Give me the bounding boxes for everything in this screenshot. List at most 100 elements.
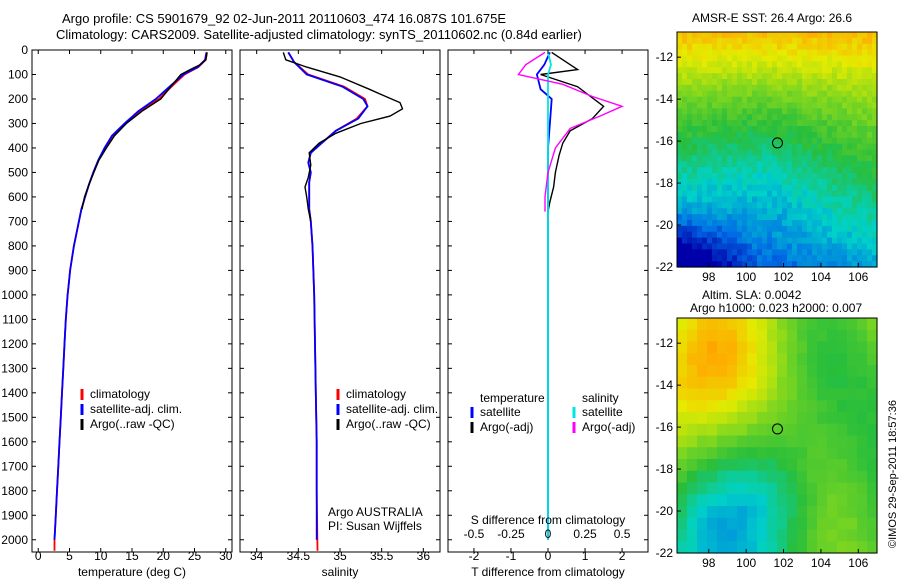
sst-map-cell — [807, 214, 813, 221]
sst-map-cell — [817, 255, 823, 262]
sla-map-cell — [787, 459, 798, 472]
sst-map-cell — [697, 67, 703, 74]
sla-map-ytick-label: -12 — [656, 336, 674, 350]
sst-map-cell — [692, 161, 698, 168]
sst-map-cell — [767, 190, 773, 198]
sst-map-cell — [872, 243, 878, 250]
sst-map-cell — [797, 37, 803, 45]
sst-map-cell — [862, 149, 868, 156]
sst-map-cell — [847, 261, 853, 268]
sst-map-cell — [792, 108, 798, 115]
sst-map-cell — [747, 184, 753, 192]
sst-map-cell — [817, 108, 823, 115]
sst-map-cell — [812, 108, 818, 115]
sst-map-cell — [872, 190, 878, 198]
sst-map-cell — [787, 149, 793, 156]
sst-map-cell — [697, 173, 703, 180]
sst-map-cell — [737, 190, 743, 198]
sst-map-cell — [832, 190, 838, 198]
sst-map-cell — [797, 131, 803, 139]
sst-map-cell — [842, 173, 848, 180]
sst-map-cell — [842, 161, 848, 168]
sst-map-cell — [707, 173, 713, 180]
sst-map-cell — [822, 73, 828, 80]
sst-map-cell — [712, 214, 718, 221]
salinity-xtick-label: 35 — [333, 549, 347, 563]
sla-map-cell — [707, 482, 718, 495]
sst-map-cell — [802, 231, 808, 239]
sst-map-cell — [817, 114, 823, 121]
sst-map-cell — [862, 208, 868, 215]
sst-map-cell — [857, 190, 863, 198]
sla-map-cell — [757, 482, 768, 495]
sst-map-cell — [742, 61, 748, 68]
sst-map-cell — [687, 108, 693, 115]
sst-map-cell — [812, 43, 818, 51]
sst-map-cell — [792, 225, 798, 233]
sst-map-cell — [852, 202, 858, 209]
sla-map-cell — [857, 459, 868, 472]
sla-map-cell — [747, 517, 758, 531]
sst-map-cell — [762, 161, 768, 168]
sst-map-cell — [772, 214, 778, 221]
sla-map-cell — [767, 529, 778, 542]
sst-map-cell — [762, 255, 768, 262]
sst-map-cell — [742, 108, 748, 115]
sst-map-cell — [742, 167, 748, 174]
sst-map-cell — [762, 61, 768, 68]
sst-map-cell — [787, 208, 793, 215]
sla-map-cell — [677, 412, 688, 425]
sst-map-cell — [742, 90, 748, 98]
sst-map-cell — [682, 178, 688, 186]
sst-map-cell — [817, 161, 823, 168]
sst-map-cell — [792, 43, 798, 51]
sst-map-cell — [862, 190, 868, 198]
sst-map-cell — [782, 214, 788, 221]
sla-map-cell — [727, 435, 738, 448]
sst-map-cell — [797, 178, 803, 186]
maps-layer — [677, 32, 878, 554]
sst-map-cell — [712, 167, 718, 174]
sst-map-cell — [802, 114, 808, 121]
sst-map-cell — [872, 149, 878, 156]
sst-map-cell — [772, 108, 778, 115]
sst-map-cell — [807, 96, 813, 104]
sst-map-cell — [862, 255, 868, 262]
sst-map-cell — [822, 37, 828, 45]
sst-map-cell — [802, 96, 808, 104]
sst-map-cell — [687, 225, 693, 233]
sst-map-cell — [827, 255, 833, 262]
sla-map-cell — [817, 400, 828, 413]
sst-map-cell — [722, 108, 728, 115]
sla-map-cell — [687, 353, 698, 366]
sst-map-cell — [872, 261, 878, 268]
sst-map-cell — [812, 178, 818, 186]
sst-map-cell — [677, 155, 683, 162]
sst-map-cell — [847, 196, 853, 203]
sla-map-cell — [677, 470, 688, 484]
sla-map-cell — [837, 400, 848, 413]
sst-map-cell — [752, 96, 758, 104]
sst-map-cell — [817, 178, 823, 186]
diff-s-tick-label: 0.5 — [614, 527, 631, 541]
depth-tick-label: 1500 — [1, 410, 28, 424]
sst-map-cell — [732, 173, 738, 180]
sst-map-cell — [797, 214, 803, 221]
sst-map-cell — [762, 90, 768, 98]
sst-map-ytick-label: -18 — [656, 176, 674, 190]
sst-map-cell — [772, 114, 778, 121]
sst-map-cell — [732, 79, 738, 86]
sst-map-cell — [842, 126, 848, 133]
sst-map-cell — [807, 61, 813, 68]
sst-map-cell — [742, 143, 748, 151]
sla-map-cell — [837, 435, 848, 448]
sst-map-cell — [822, 55, 828, 62]
sst-map-cell — [837, 237, 843, 245]
sst-map-cell — [792, 173, 798, 180]
sla-map-cell — [777, 412, 788, 425]
sst-map-cell — [747, 214, 753, 221]
sst-map-cell — [862, 155, 868, 162]
sst-map-cell — [847, 131, 853, 139]
sla-map-cell — [767, 494, 778, 507]
sla-map-cell — [757, 459, 768, 472]
